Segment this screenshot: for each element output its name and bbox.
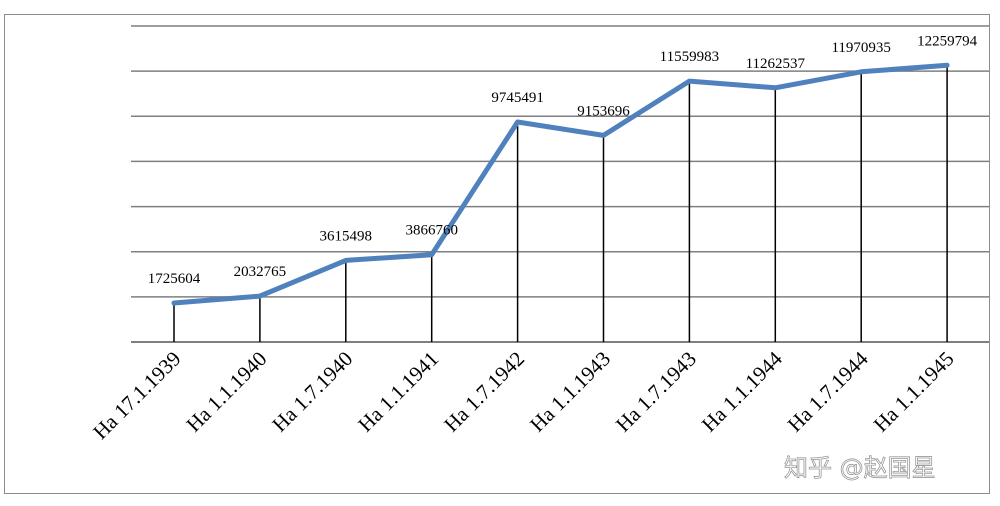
x-tick-label: Ha 1.7.1943 — [611, 347, 701, 437]
x-tick-label: Ha 1.7.1940 — [267, 347, 357, 437]
drop-lines — [173, 65, 948, 342]
x-tick-label: Ha 17.1.1939 — [88, 347, 185, 444]
data-label: 9153696 — [577, 103, 630, 119]
data-label: 11559983 — [660, 49, 719, 65]
x-tick-label: Ha 1.1.1943 — [525, 347, 615, 437]
series-line — [171, 62, 950, 306]
data-label: 11970935 — [831, 40, 890, 56]
watermark-text: 知乎 @赵国星 — [784, 454, 936, 482]
data-label: 9745491 — [491, 90, 544, 106]
x-tick-label: Ha 1.1.1945 — [869, 347, 959, 437]
x-tick-label: Ha 1.7.1944 — [783, 346, 873, 436]
x-tick-label: Ha 1.1.1941 — [353, 347, 443, 437]
data-label: 3866760 — [405, 223, 458, 239]
x-tick-label: Ha 1.7.1942 — [439, 347, 529, 437]
data-label: 12259794 — [917, 33, 978, 49]
data-label: 1725604 — [148, 271, 201, 287]
x-tick-label: Ha 1.1.1940 — [181, 347, 271, 437]
data-labels: 1725604 2032765 3615498 3866760 9745491 91536… — [148, 33, 978, 287]
data-label: 3615498 — [320, 228, 373, 244]
gridlines — [131, 25, 989, 298]
data-label: 11262537 — [746, 56, 806, 72]
data-label: 2032765 — [234, 264, 287, 280]
chart-frame — [4, 14, 990, 494]
x-tick-label: Ha 1.1.1944 — [697, 346, 787, 436]
